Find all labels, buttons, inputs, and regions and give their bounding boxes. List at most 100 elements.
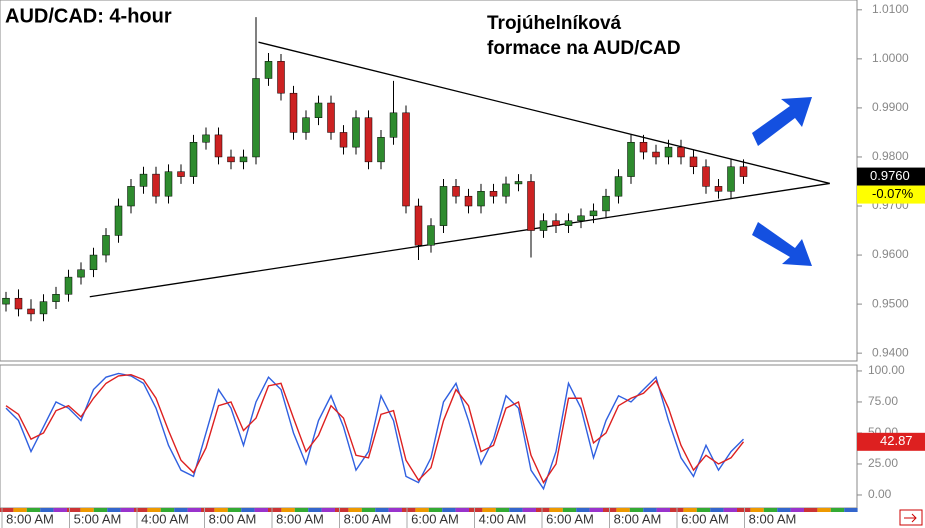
strip-segment — [495, 508, 510, 512]
candle-body — [2, 297, 10, 305]
candle-body — [639, 141, 648, 153]
strip-segment — [281, 508, 295, 512]
candle-body — [702, 166, 710, 187]
candle-body — [177, 171, 185, 177]
up-arrow — [752, 97, 812, 146]
candle-body — [139, 173, 148, 187]
y-tick-label: 1.0000 — [872, 51, 909, 65]
candle-body — [539, 220, 548, 231]
strip-segment — [509, 508, 523, 512]
strip-segment — [0, 508, 14, 512]
strip-segment — [53, 508, 67, 512]
candle-body — [564, 220, 573, 226]
strip-segment — [804, 508, 818, 512]
candle-body — [277, 61, 285, 94]
y-tick-label: 75.00 — [868, 394, 898, 408]
candle-body — [452, 186, 460, 197]
candle-body — [652, 151, 660, 158]
annotation: formace na AUD/CAD — [487, 38, 681, 59]
candle-body — [227, 156, 235, 163]
strip-segment — [469, 508, 483, 512]
strip-segment — [13, 508, 27, 512]
strip-segment — [643, 508, 657, 512]
trendline — [89, 182, 830, 298]
strip-segment — [120, 508, 134, 512]
y-tick-label: 0.9400 — [872, 345, 909, 359]
candle-body — [627, 141, 635, 177]
candle-body — [352, 117, 360, 148]
strip-segment — [174, 508, 188, 512]
down-arrow — [752, 222, 812, 266]
chart-title: AUD/CAD: 4-hour — [5, 5, 172, 27]
candle-body — [364, 117, 373, 163]
candle-body — [464, 195, 473, 207]
candle-body — [202, 134, 210, 143]
scroll-icon — [904, 513, 917, 523]
candle-body — [189, 141, 198, 177]
candle-body — [477, 191, 485, 207]
candle-body — [77, 269, 85, 278]
strip-segment — [844, 508, 858, 512]
strip-segment — [616, 508, 630, 512]
x-tick-label: 6:00 AM — [546, 511, 594, 526]
x-tick-label: 4:00 AM — [479, 511, 527, 526]
candle-body — [14, 297, 23, 310]
strip-segment — [589, 508, 603, 512]
candle-body — [64, 276, 73, 295]
strip-segment — [750, 508, 764, 512]
y-tick-label: 0.9800 — [872, 149, 909, 163]
strip-segment — [522, 508, 536, 512]
strip-segment — [160, 508, 175, 512]
value-box — [857, 432, 925, 451]
strip-segment — [656, 508, 670, 512]
candle-body — [552, 220, 560, 226]
strip-segment — [737, 508, 751, 512]
candle-body — [89, 254, 98, 271]
strip-segment — [723, 508, 737, 512]
strip-segment — [308, 508, 322, 512]
candle-body — [489, 191, 498, 197]
y-tick-label: 1.0100 — [872, 2, 909, 16]
strip-segment — [696, 508, 711, 512]
price-box — [857, 167, 925, 186]
strip-segment — [442, 508, 456, 512]
candle-body — [252, 78, 260, 158]
strip-segment — [93, 508, 108, 512]
oscillator-line — [5, 373, 745, 485]
candle-body — [502, 183, 510, 197]
x-tick-label: 4:00 AM — [141, 511, 189, 526]
candle-body — [102, 235, 110, 256]
candle-body — [152, 173, 160, 197]
candle-body — [689, 156, 698, 168]
y-tick-label: 0.9500 — [872, 296, 909, 310]
strip-segment — [107, 508, 121, 512]
strip-segment — [134, 508, 148, 512]
strip-segment — [40, 508, 54, 512]
strip-segment — [294, 508, 309, 512]
candle-body — [389, 112, 398, 138]
strip-segment — [710, 508, 724, 512]
candle-body — [614, 176, 623, 197]
y-tick-label: 0.9600 — [872, 247, 909, 261]
candle-body — [402, 112, 410, 207]
strip-segment — [201, 508, 215, 512]
strip-segment — [375, 508, 389, 512]
candle-body — [239, 156, 248, 163]
candle-body — [589, 210, 598, 217]
strip-segment — [549, 508, 563, 512]
candle-body — [427, 225, 435, 246]
candle-body — [527, 181, 535, 231]
strip-segment — [254, 508, 268, 512]
annotation: Trojúhelníková — [487, 13, 622, 34]
candle-body — [439, 186, 448, 226]
strip-segment — [777, 508, 791, 512]
candle-body — [264, 61, 273, 79]
x-tick-label: 6:00 AM — [411, 511, 459, 526]
price-label: 0.9760 — [870, 168, 910, 183]
x-tick-label: 8:00 AM — [614, 511, 662, 526]
strip-segment — [817, 508, 831, 512]
x-tick-label: 8:00 AM — [6, 511, 54, 526]
strip-segment — [268, 508, 282, 512]
candle-body — [577, 215, 585, 221]
trendline — [258, 41, 830, 185]
